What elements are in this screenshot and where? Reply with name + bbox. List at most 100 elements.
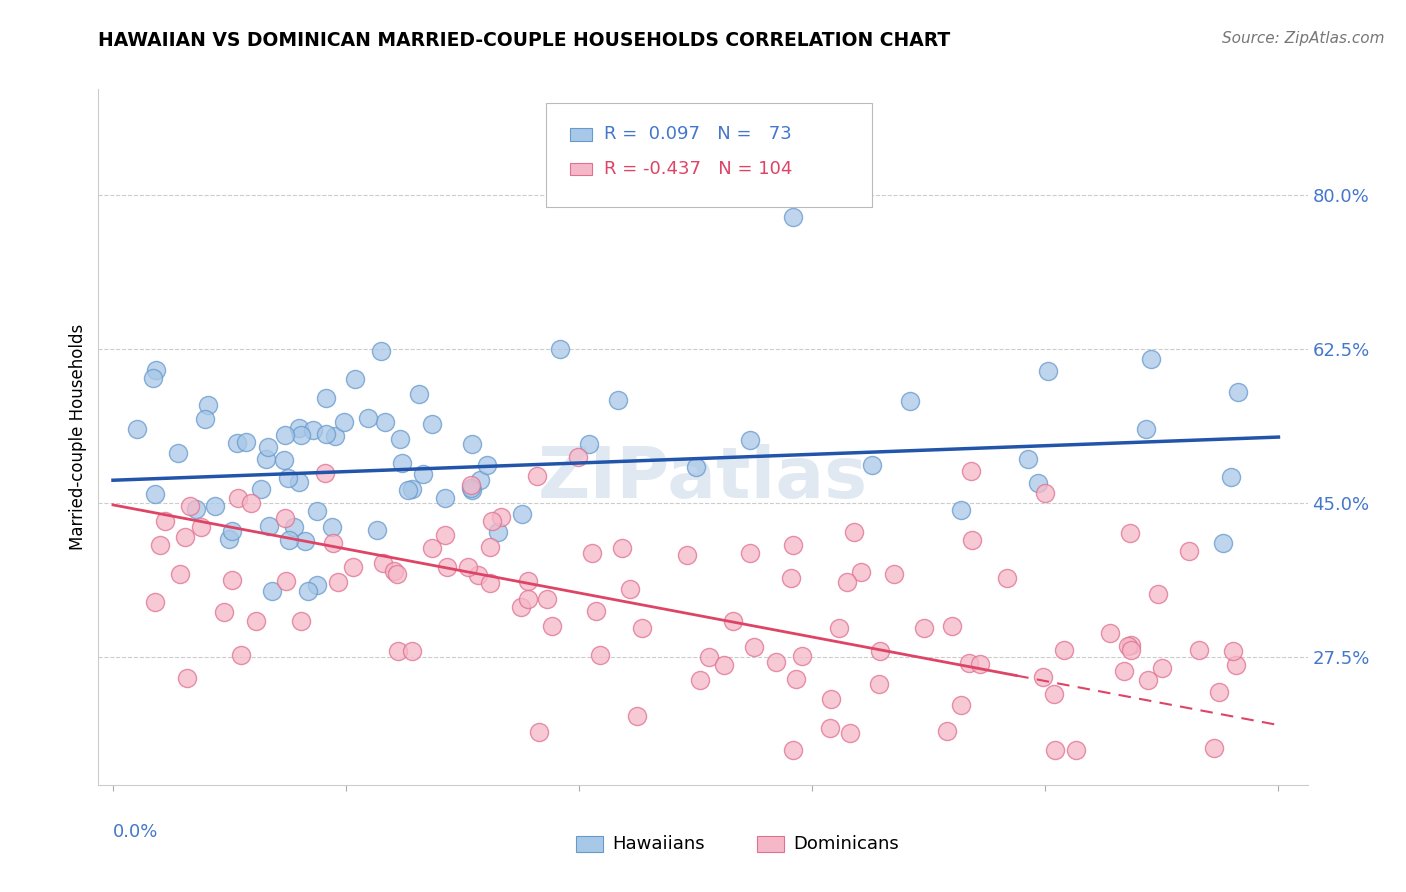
Point bbox=[467, 568, 489, 582]
Point bbox=[433, 491, 456, 505]
Point bbox=[567, 450, 589, 464]
Point bbox=[288, 475, 311, 489]
Point bbox=[342, 560, 364, 574]
Point bbox=[837, 575, 859, 590]
Point bbox=[204, 499, 226, 513]
Point bbox=[344, 372, 367, 386]
Point bbox=[995, 571, 1018, 585]
Point bbox=[256, 440, 278, 454]
Point bbox=[782, 210, 804, 224]
Point bbox=[960, 464, 983, 478]
Point bbox=[685, 459, 707, 474]
Y-axis label: Married-couple Households: Married-couple Households bbox=[69, 324, 87, 550]
Point bbox=[960, 533, 983, 547]
Point bbox=[169, 566, 191, 581]
Point bbox=[245, 614, 267, 628]
Point bbox=[420, 417, 443, 431]
Point bbox=[869, 644, 891, 658]
Point bbox=[612, 541, 634, 556]
Point bbox=[153, 514, 176, 528]
Point bbox=[1219, 469, 1241, 483]
Point bbox=[371, 556, 394, 570]
Point bbox=[357, 410, 380, 425]
Point bbox=[190, 519, 212, 533]
Point bbox=[969, 657, 991, 671]
Point bbox=[478, 575, 501, 590]
Point bbox=[391, 456, 413, 470]
Point bbox=[689, 673, 711, 687]
Point bbox=[1052, 642, 1074, 657]
Point bbox=[149, 538, 172, 552]
Point bbox=[228, 491, 250, 505]
Point bbox=[1045, 743, 1067, 757]
Point bbox=[389, 432, 412, 446]
Text: R = -0.437   N = 104: R = -0.437 N = 104 bbox=[603, 161, 792, 178]
Point bbox=[585, 605, 607, 619]
Point bbox=[401, 482, 423, 496]
Text: Hawaiians: Hawaiians bbox=[613, 835, 704, 853]
Point bbox=[179, 500, 201, 514]
Point bbox=[321, 520, 343, 534]
Point bbox=[828, 621, 851, 635]
Point bbox=[1202, 740, 1225, 755]
Text: Dominicans: Dominicans bbox=[793, 835, 900, 853]
Text: 0.0%: 0.0% bbox=[112, 823, 159, 841]
Point bbox=[713, 657, 735, 672]
Point bbox=[486, 525, 509, 540]
Point bbox=[1225, 658, 1247, 673]
Point bbox=[941, 619, 963, 633]
Point bbox=[1121, 642, 1143, 657]
Point bbox=[387, 644, 409, 658]
FancyBboxPatch shape bbox=[546, 103, 872, 208]
Text: R =  0.097   N =   73: R = 0.097 N = 73 bbox=[603, 126, 792, 144]
Point bbox=[740, 433, 762, 447]
Point bbox=[509, 599, 531, 614]
Point bbox=[315, 427, 337, 442]
Point bbox=[526, 469, 548, 483]
Point bbox=[1212, 536, 1234, 550]
Point bbox=[936, 723, 959, 738]
Point bbox=[1208, 685, 1230, 699]
Point bbox=[250, 483, 273, 497]
Point bbox=[278, 533, 301, 548]
Point bbox=[626, 708, 648, 723]
Point bbox=[950, 698, 973, 712]
Point bbox=[221, 573, 243, 587]
Point bbox=[297, 584, 319, 599]
Point bbox=[1119, 525, 1142, 540]
Point bbox=[273, 453, 295, 467]
Point bbox=[1017, 451, 1039, 466]
Point bbox=[460, 477, 482, 491]
Point bbox=[782, 743, 804, 757]
Point bbox=[141, 370, 163, 384]
Point bbox=[868, 677, 890, 691]
Point bbox=[779, 571, 801, 585]
Point bbox=[197, 398, 219, 412]
Point bbox=[589, 648, 612, 662]
Point bbox=[143, 487, 166, 501]
Point bbox=[477, 458, 499, 473]
Point bbox=[302, 423, 325, 437]
Point bbox=[883, 566, 905, 581]
Point bbox=[697, 650, 720, 665]
Point bbox=[145, 362, 167, 376]
Point bbox=[1222, 643, 1244, 657]
Point bbox=[820, 721, 842, 735]
Point bbox=[950, 503, 973, 517]
Point bbox=[239, 496, 262, 510]
Point bbox=[912, 621, 935, 635]
Point bbox=[382, 564, 405, 578]
Point bbox=[1066, 743, 1088, 757]
Point bbox=[607, 392, 630, 407]
Point bbox=[366, 523, 388, 537]
Point bbox=[675, 549, 697, 563]
Point bbox=[517, 592, 540, 607]
Point bbox=[1177, 544, 1199, 558]
Point bbox=[510, 507, 533, 521]
Point bbox=[1043, 687, 1066, 701]
Point bbox=[1150, 661, 1173, 675]
Point bbox=[1188, 643, 1211, 657]
Point bbox=[260, 584, 283, 599]
Point bbox=[277, 470, 299, 484]
Point bbox=[420, 541, 443, 555]
